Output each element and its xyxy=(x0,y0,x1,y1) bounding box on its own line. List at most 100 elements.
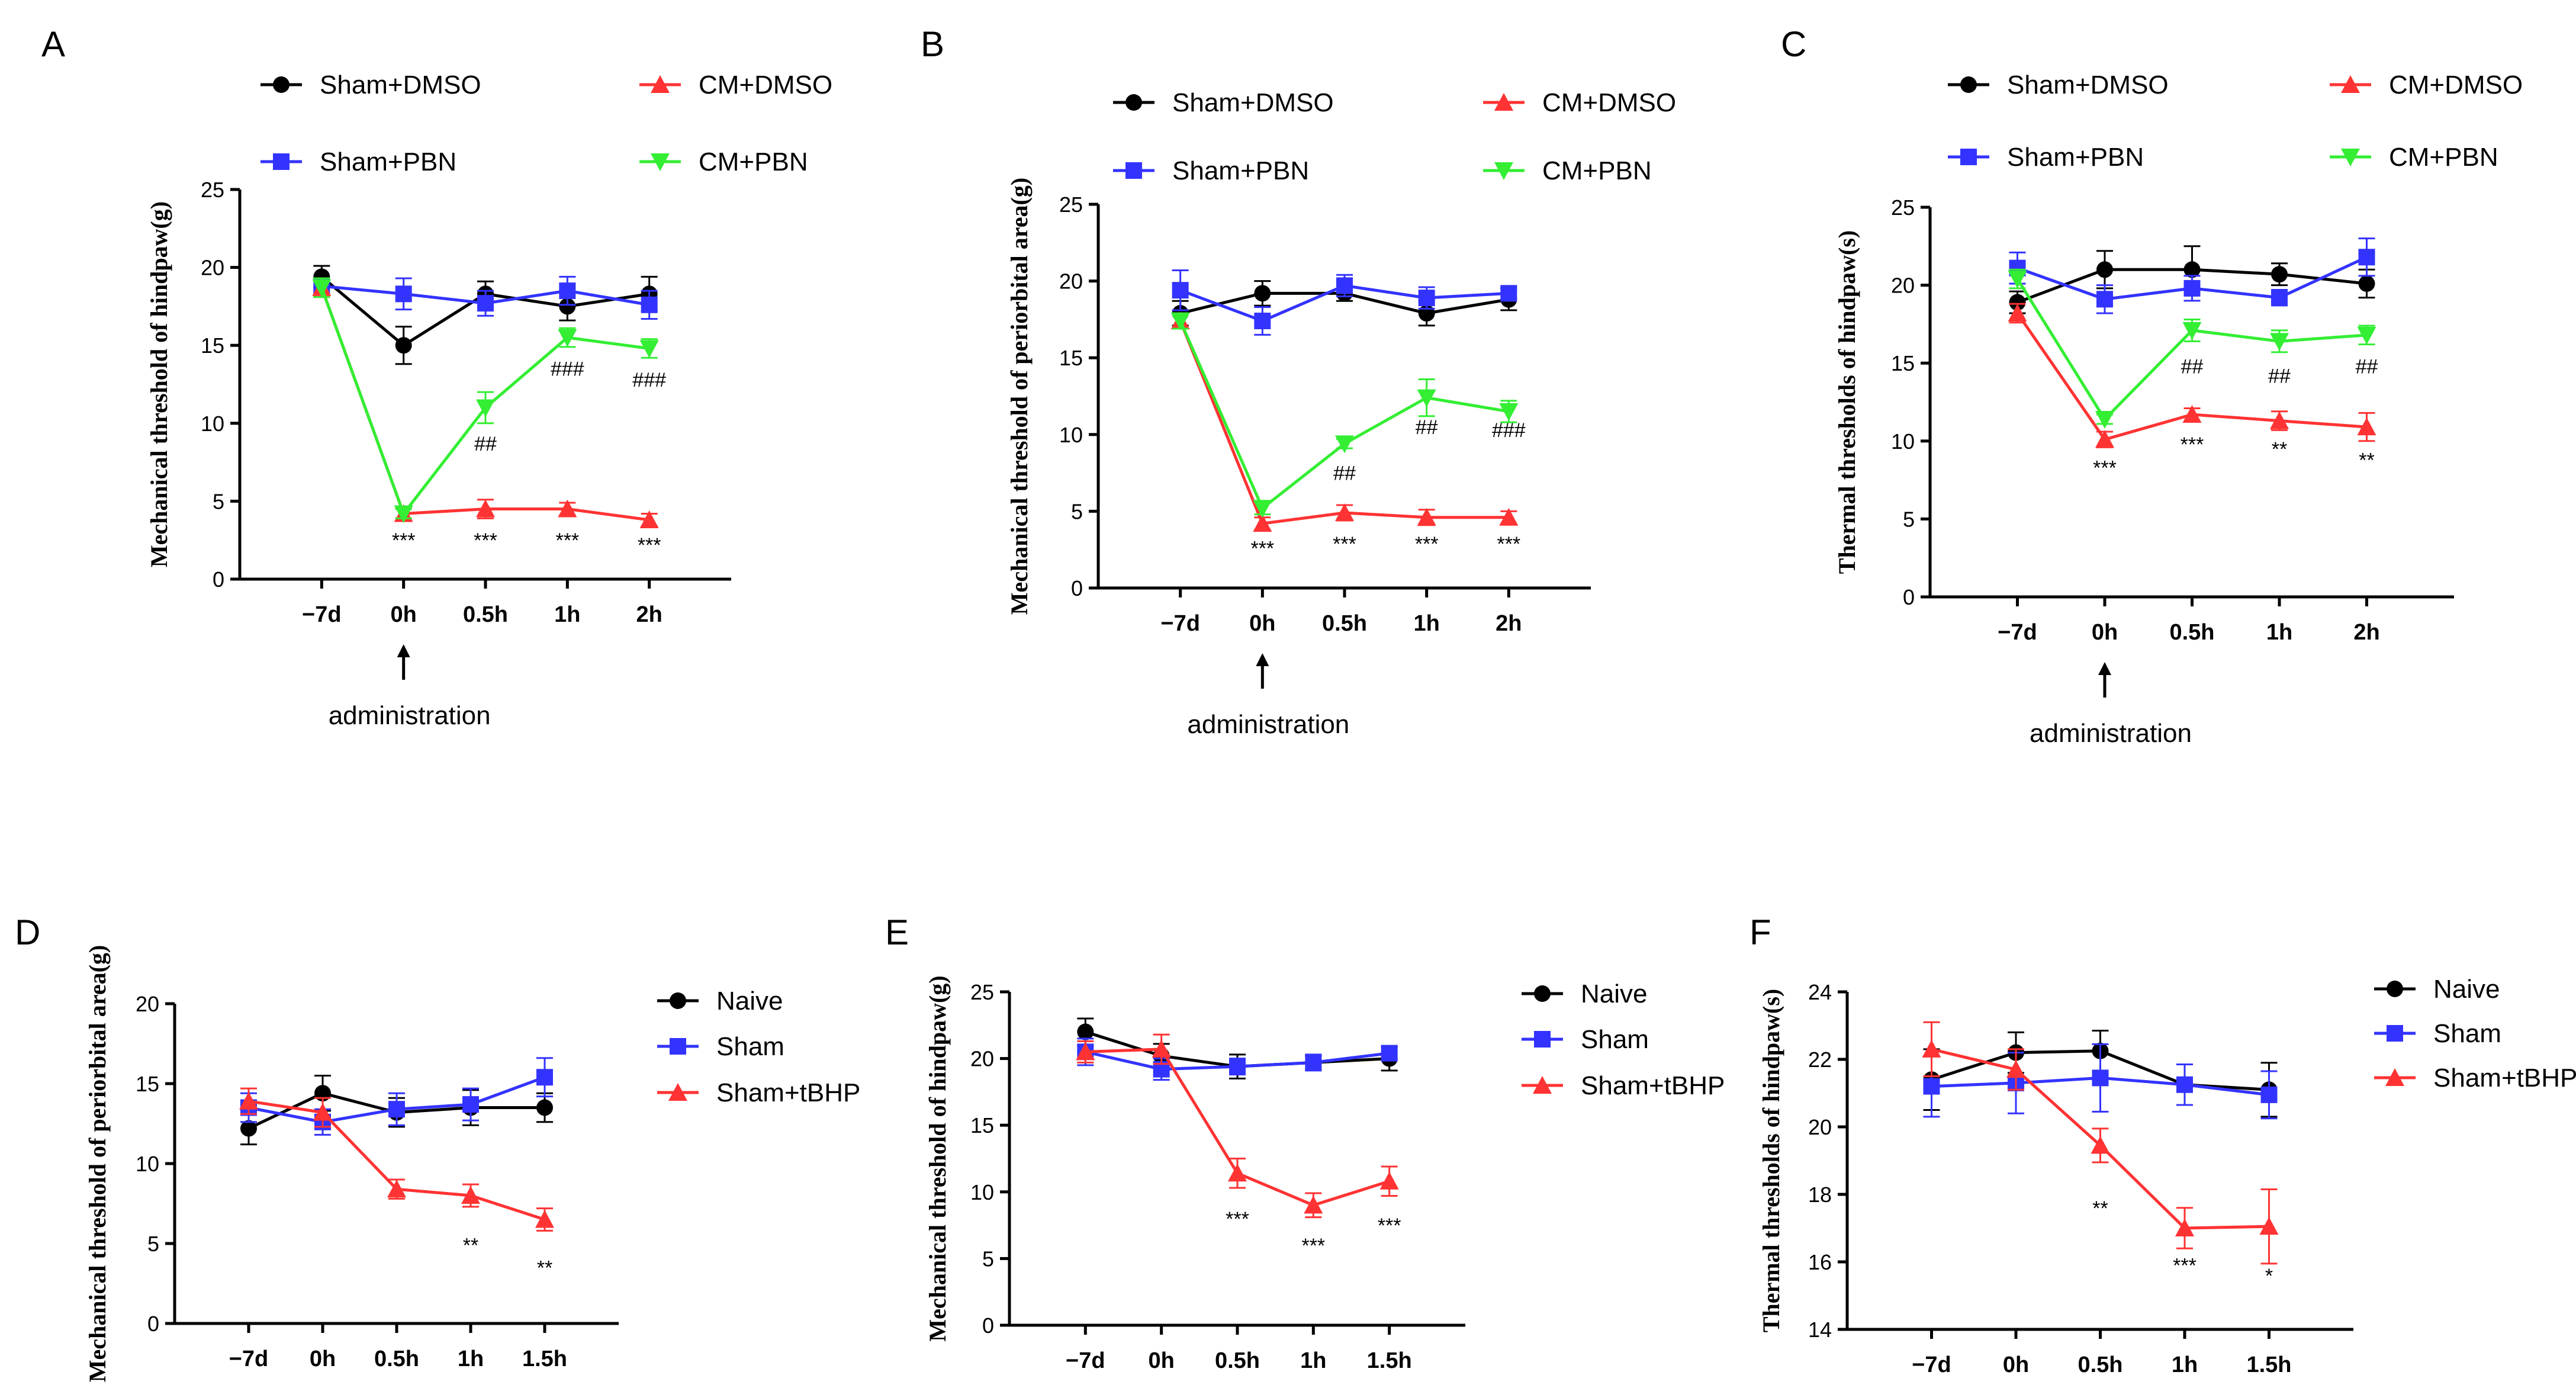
data-point xyxy=(387,1180,406,1198)
legend-marker xyxy=(1125,94,1142,111)
x-tick-label: 1h xyxy=(554,602,580,627)
legend-label: CM+DMSO xyxy=(699,70,832,99)
legend-marker xyxy=(1960,149,1977,165)
legend-label: Sham+tBHP xyxy=(2433,1064,2576,1093)
data-point xyxy=(639,510,659,528)
y-tick-label: 10 xyxy=(970,1180,994,1204)
series-sham xyxy=(240,1057,553,1136)
legend-marker xyxy=(2341,75,2360,93)
data-point xyxy=(1336,277,1353,294)
legend-item: Naive xyxy=(657,987,783,1016)
significance-label: ## xyxy=(1416,416,1438,439)
data-point xyxy=(536,1069,553,1086)
x-tick-label: 0h xyxy=(1249,611,1275,636)
y-tick-label: 5 xyxy=(147,1232,159,1256)
legend-marker xyxy=(2341,149,2360,166)
legend-item: CM+PBN xyxy=(1483,156,1652,185)
series-cm-pbn xyxy=(312,277,659,523)
y-tick-label: 20 xyxy=(136,992,159,1016)
legend-label: Sham+PBN xyxy=(2007,143,2144,172)
significance-label: *** xyxy=(392,529,416,552)
series-line xyxy=(1179,320,1509,525)
administration-label: administration xyxy=(329,701,491,730)
data-point xyxy=(394,505,413,523)
x-tick-label: 0h xyxy=(310,1347,336,1371)
legend-label: Sham+tBHP xyxy=(1581,1071,1725,1100)
data-point xyxy=(1335,435,1354,454)
x-tick-label: −7d xyxy=(1160,611,1200,636)
data-point xyxy=(2175,1219,2194,1236)
data-point xyxy=(641,296,658,313)
y-tick-label: 5 xyxy=(1071,499,1083,523)
y-tick-label: 20 xyxy=(201,256,224,280)
data-point xyxy=(558,499,577,518)
x-tick-label: 0.5h xyxy=(2077,1352,2122,1377)
data-point xyxy=(535,1210,554,1228)
y-tick-label: 10 xyxy=(136,1152,159,1176)
x-tick-label: 0.5h xyxy=(2169,620,2214,645)
legend-item: Sham+tBHP xyxy=(1522,1071,1725,1100)
significance-label: ** xyxy=(2092,1197,2108,1220)
y-tick-label: 0 xyxy=(982,1313,994,1338)
legend-marker xyxy=(2387,981,2403,997)
data-point xyxy=(1254,285,1271,302)
administration-label: administration xyxy=(1187,710,1349,739)
data-point xyxy=(1418,290,1435,307)
significance-label: ## xyxy=(2268,365,2291,387)
x-tick-label: 2h xyxy=(636,602,662,627)
significance-label: ## xyxy=(1333,462,1356,485)
significance-label: *** xyxy=(1415,533,1439,555)
data-point xyxy=(2096,291,2113,308)
x-tick-label: 2h xyxy=(1496,611,1522,636)
y-tick-label: 25 xyxy=(1059,192,1083,217)
panel-B: B 0 5 10 15 20 25 −7d 0h 0.5h 1h 2h Mechanical thres… xyxy=(921,24,1676,739)
y-tick-label: 25 xyxy=(1891,195,1915,220)
significance-label: *** xyxy=(1378,1214,1401,1237)
y-tick-label: 15 xyxy=(201,333,224,358)
x-tick-label: 0h xyxy=(2003,1352,2029,1377)
data-point xyxy=(1305,1054,1322,1071)
y-tick-label: 24 xyxy=(1808,980,1832,1004)
legend-label: Sham xyxy=(716,1032,784,1061)
data-point xyxy=(462,1096,479,1113)
data-point xyxy=(1228,1164,1247,1182)
legend-marker xyxy=(1125,162,1142,179)
data-point xyxy=(639,340,659,358)
legend-item: Sham+tBHP xyxy=(2374,1064,2576,1093)
data-point xyxy=(388,1101,405,1118)
significance-label: ## xyxy=(2181,355,2204,378)
data-point xyxy=(1253,500,1272,518)
data-point xyxy=(2096,261,2113,278)
legend-item: Sham+DMSO xyxy=(261,70,481,99)
significance-label: *** xyxy=(555,529,579,552)
x-tick-label: 1h xyxy=(2172,1352,2198,1377)
legend-item: CM+DMSO xyxy=(1483,88,1676,117)
panel-letter: E xyxy=(885,913,909,952)
data-point xyxy=(1077,1023,1094,1040)
legend-item: CM+DMSO xyxy=(2330,70,2523,99)
x-tick-label: 0h xyxy=(2092,620,2118,645)
legend-item: Sham+PBN xyxy=(1113,156,1309,185)
legend-label: Sham+DMSO xyxy=(1172,88,1334,117)
legend-marker xyxy=(2385,1068,2404,1086)
legend-marker xyxy=(651,75,670,93)
series-cm-pbn xyxy=(2008,268,2376,429)
data-point xyxy=(2270,333,2289,351)
x-tick-label: 1.5h xyxy=(522,1347,567,1371)
y-tick-label: 18 xyxy=(1808,1183,1832,1207)
data-point xyxy=(2182,405,2202,423)
series-cm-pbn xyxy=(1170,312,1519,518)
x-tick-label: 1h xyxy=(458,1347,484,1371)
data-point xyxy=(2183,261,2201,278)
panel-F: F 14 16 18 20 22 24 −7d 0h 0.5h 1h 1.5h Thermal thre… xyxy=(1750,913,2576,1377)
data-point xyxy=(312,279,332,297)
data-point xyxy=(1172,282,1189,299)
x-tick-label: 0.5h xyxy=(1322,611,1367,636)
y-axis-label: Mechanical threshold of hindpaw(g) xyxy=(146,201,172,567)
panel-A: A 0 5 10 15 20 25 −7d 0h 0.5h 1h 2h Mechanical thres… xyxy=(41,24,832,730)
legend-item: Sham+PBN xyxy=(261,147,456,176)
legend-item: Sham xyxy=(2374,1019,2501,1048)
data-point xyxy=(1499,403,1519,421)
legend: Sham+DMSO Sham+PBN CM+DMSO CM+PBN xyxy=(261,70,832,176)
